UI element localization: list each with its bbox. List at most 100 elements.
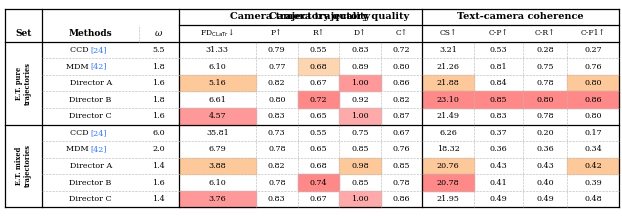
Text: 0.34: 0.34 [584,145,602,153]
Text: 20.78: 20.78 [437,178,460,187]
Text: 0.67: 0.67 [310,79,327,87]
Text: FD$_{\mathsf{CLaTr}}$↓: FD$_{\mathsf{CLaTr}}$↓ [200,28,234,39]
Text: 0.83: 0.83 [351,46,369,54]
Text: 0.85: 0.85 [490,96,507,104]
Text: 0.80: 0.80 [393,63,411,71]
Text: 0.98: 0.98 [351,162,369,170]
Text: 0.75: 0.75 [351,129,369,137]
Text: 1.4: 1.4 [152,195,165,203]
Text: 3.76: 3.76 [208,195,226,203]
Text: 5.16: 5.16 [208,79,226,87]
Text: MDM: MDM [65,63,91,71]
Text: Director A: Director A [70,162,112,170]
Text: 21.26: 21.26 [437,63,460,71]
Text: 0.41: 0.41 [490,178,508,187]
Text: 0.72: 0.72 [310,96,327,104]
Text: 0.89: 0.89 [351,63,369,71]
Text: 0.67: 0.67 [310,195,327,203]
Text: 0.65: 0.65 [310,145,327,153]
Text: 1.4: 1.4 [152,162,165,170]
Text: 0.53: 0.53 [490,46,507,54]
Text: 0.81: 0.81 [490,63,507,71]
Text: 0.75: 0.75 [536,63,554,71]
Text: [42]: [42] [91,145,107,153]
Text: 0.65: 0.65 [310,112,327,120]
Text: 0.86: 0.86 [584,96,602,104]
Text: 4.57: 4.57 [208,112,226,120]
Text: 0.84: 0.84 [490,79,507,87]
Text: 6.61: 6.61 [208,96,226,104]
Text: 0.87: 0.87 [393,112,411,120]
Text: 0.77: 0.77 [268,63,285,71]
Text: 1.00: 1.00 [351,112,369,120]
Text: 0.48: 0.48 [584,195,602,203]
Text: 0.49: 0.49 [490,195,508,203]
Text: E.T. pure
trajectories: E.T. pure trajectories [15,62,32,105]
Text: CS↑: CS↑ [440,29,457,38]
Text: 6.10: 6.10 [208,178,226,187]
Text: C-R↑: C-R↑ [535,29,555,38]
Text: 0.85: 0.85 [351,178,369,187]
Text: Camera trajectory quality: Camera trajectory quality [230,13,371,21]
Text: Director B: Director B [70,178,112,187]
Text: 0.78: 0.78 [536,112,554,120]
Text: 20.76: 20.76 [437,162,460,170]
Text: R↑: R↑ [312,29,325,38]
Text: 0.83: 0.83 [268,112,285,120]
Text: ω: ω [155,29,162,38]
Text: 0.43: 0.43 [536,162,554,170]
Text: 0.86: 0.86 [392,195,411,203]
Text: 0.82: 0.82 [268,162,285,170]
Text: C-P↑: C-P↑ [488,29,508,38]
Text: CCD: CCD [70,46,91,54]
Text: MDM: MDM [65,145,91,153]
Text: [24]: [24] [91,46,107,54]
Text: 0.80: 0.80 [268,96,285,104]
Text: P↑: P↑ [271,29,282,38]
Text: 0.78: 0.78 [393,178,411,187]
Text: CCD: CCD [70,129,91,137]
Text: Director C: Director C [70,195,112,203]
Text: 0.40: 0.40 [536,178,554,187]
Text: 0.78: 0.78 [536,79,554,87]
Text: 0.80: 0.80 [536,96,554,104]
Text: 1.6: 1.6 [152,178,165,187]
Text: Director A: Director A [70,79,112,87]
Text: 0.55: 0.55 [310,46,327,54]
Text: 6.26: 6.26 [439,129,457,137]
Text: Methods: Methods [69,29,113,38]
Text: 0.76: 0.76 [392,145,411,153]
Text: Director C: Director C [70,112,112,120]
Text: E.T. mixed
trajectories: E.T. mixed trajectories [15,145,32,187]
Text: 31.33: 31.33 [206,46,229,54]
Text: [24]: [24] [91,129,107,137]
Text: 1.6: 1.6 [152,112,165,120]
Text: 0.68: 0.68 [310,63,327,71]
Text: 5.5: 5.5 [152,46,165,54]
Text: 0.76: 0.76 [584,63,602,71]
Text: 1.00: 1.00 [351,79,369,87]
Text: 1.6: 1.6 [152,79,165,87]
Text: 0.68: 0.68 [310,162,327,170]
Text: 18.32: 18.32 [437,145,460,153]
Text: 0.42: 0.42 [584,162,602,170]
Text: 0.80: 0.80 [584,79,602,87]
Text: C↑: C↑ [396,29,407,38]
Text: 0.78: 0.78 [268,178,285,187]
Text: 0.39: 0.39 [584,178,602,187]
Text: 0.85: 0.85 [351,145,369,153]
Text: 0.74: 0.74 [310,178,327,187]
Text: Camera trajectory quality: Camera trajectory quality [269,13,409,21]
Text: 6.10: 6.10 [208,63,226,71]
Text: 0.83: 0.83 [490,112,507,120]
Text: 0.67: 0.67 [392,129,411,137]
Text: 3.21: 3.21 [439,46,457,54]
Text: 0.20: 0.20 [536,129,554,137]
Text: 35.81: 35.81 [206,129,229,137]
Text: 0.79: 0.79 [268,46,285,54]
Text: Set: Set [16,29,32,38]
Text: 0.72: 0.72 [392,46,411,54]
Text: 0.37: 0.37 [490,129,507,137]
Text: 0.92: 0.92 [351,96,369,104]
Text: 0.85: 0.85 [393,162,411,170]
